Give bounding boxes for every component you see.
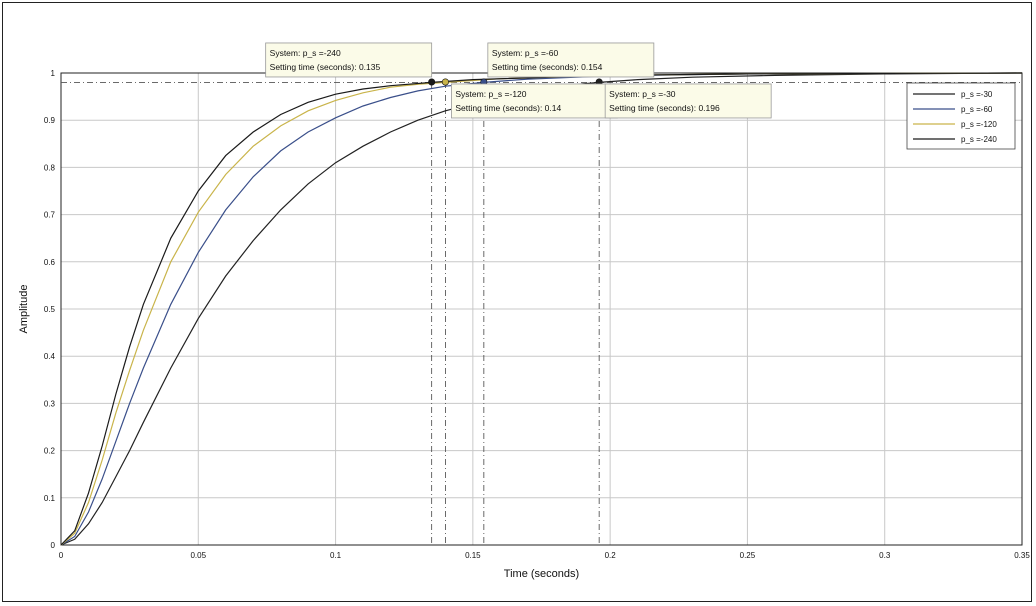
datatip-system: System: p_s =-240 bbox=[270, 48, 341, 58]
x-axis-label: Time (seconds) bbox=[504, 568, 579, 580]
datatip: System: p_s =-30 Setting time (seconds): … bbox=[604, 83, 772, 119]
datatip-setting: Setting time (seconds): 0.135 bbox=[270, 62, 381, 72]
grid bbox=[60, 72, 1023, 546]
y-tick-label: 0.4 bbox=[44, 352, 56, 361]
x-tick-label: 0.2 bbox=[605, 551, 617, 560]
y-tick-label: 0 bbox=[51, 541, 56, 550]
settling-point bbox=[441, 78, 449, 86]
datatip-box bbox=[487, 42, 655, 78]
y-tick-label: 0.5 bbox=[44, 305, 56, 314]
x-tick-label: 0.15 bbox=[465, 551, 481, 560]
datatip-setting: Setting time (seconds): 0.154 bbox=[492, 62, 603, 72]
datatip-box bbox=[604, 83, 772, 119]
series-line bbox=[60, 72, 1023, 546]
datatip: System: p_s =-240 Setting time (seconds):… bbox=[265, 42, 433, 78]
series-line bbox=[60, 72, 1023, 546]
datatip-setting: Setting time (seconds): 0.14 bbox=[455, 103, 561, 113]
y-tick-label: 0.9 bbox=[44, 116, 56, 125]
x-tick-label: 0 bbox=[59, 551, 64, 560]
datatip-system: System: p_s =-120 bbox=[455, 89, 526, 99]
series-lines bbox=[60, 72, 1023, 546]
y-tick-label: 0.1 bbox=[44, 494, 56, 503]
x-tick-label: 0.3 bbox=[879, 551, 891, 560]
datatip-box bbox=[265, 42, 433, 78]
x-tick-label: 0.1 bbox=[330, 551, 342, 560]
settling-time-markers bbox=[431, 81, 600, 545]
datatip-system: System: p_s =-30 bbox=[609, 89, 676, 99]
y-tick-label: 0.3 bbox=[44, 399, 56, 408]
y-tick-label: 0.6 bbox=[44, 258, 56, 267]
legend-label: p_s =-120 bbox=[961, 120, 997, 129]
datatip-system: System: p_s =-60 bbox=[492, 48, 559, 58]
settling-point bbox=[428, 78, 436, 86]
y-tick-label: 0.8 bbox=[44, 163, 56, 172]
y-tick-label: 0.2 bbox=[44, 447, 56, 456]
datatip-box bbox=[450, 83, 618, 119]
y-tick-label: 0.7 bbox=[44, 211, 56, 220]
series-line bbox=[60, 72, 1023, 546]
axis-ticks: 0 0.05 0.1 0.15 0.2 0.25 0.3 0.35 0 0.1 0.2 0.3 0.4 0… bbox=[44, 69, 1030, 560]
legend: p_s =-30 p_s =-60 p_s =-120 p_s =-240 bbox=[906, 82, 1016, 150]
y-tick-label: 1 bbox=[51, 69, 56, 78]
x-tick-label: 0.35 bbox=[1014, 551, 1030, 560]
legend-label: p_s =-240 bbox=[961, 135, 997, 144]
x-tick-label: 0.05 bbox=[190, 551, 206, 560]
datatip: System: p_s =-120 Setting time (seconds):… bbox=[450, 83, 618, 119]
datatip-setting: Setting time (seconds): 0.196 bbox=[609, 103, 720, 113]
datatips: System: p_s =-240 Setting time (seconds):… bbox=[265, 42, 772, 119]
legend-label: p_s =-60 bbox=[961, 105, 993, 114]
x-tick-label: 0.25 bbox=[740, 551, 756, 560]
datatip: System: p_s =-60 Setting time (seconds): … bbox=[487, 42, 655, 78]
y-axis-label: Amplitude bbox=[18, 285, 30, 334]
legend-label: p_s =-30 bbox=[961, 90, 993, 99]
series-line bbox=[60, 72, 1023, 546]
